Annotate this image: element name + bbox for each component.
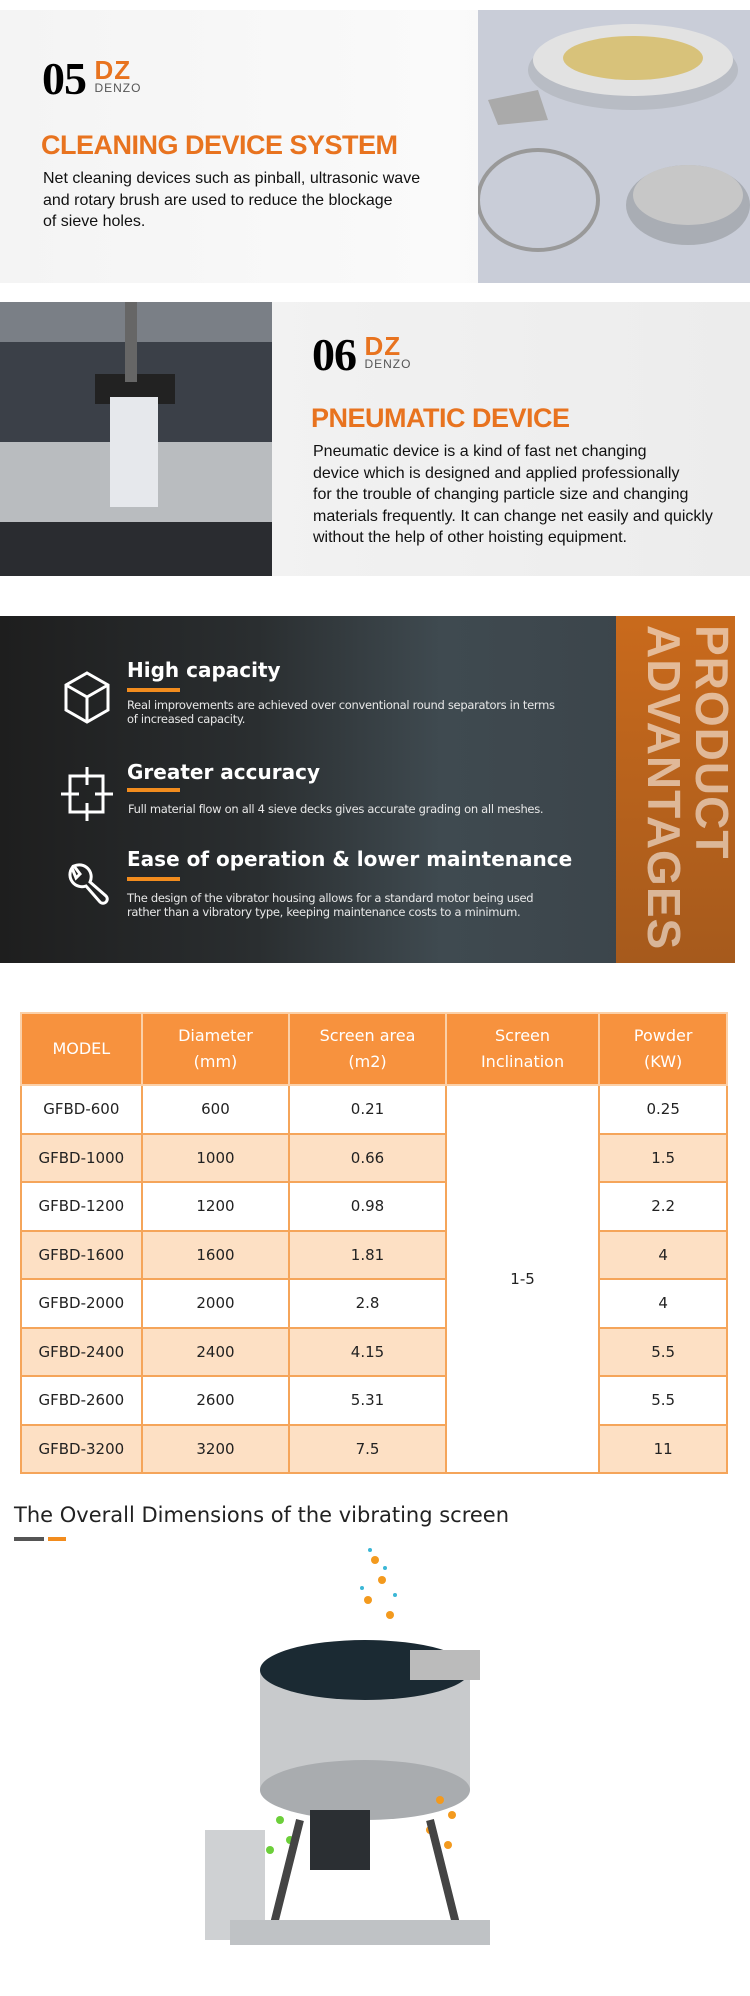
cell-model: GFBD-3200 [20, 1423, 143, 1474]
cell-diameter: 1200 [140, 1181, 291, 1232]
wrench-icon [68, 863, 109, 905]
cell-model: GFBD-2600 [20, 1375, 143, 1426]
table-row: GFBD-2400 2400 4.15 5.5 [20, 1326, 728, 1377]
header-diameter: Diameter (mm) [140, 1012, 291, 1086]
sieve-parts-image [478, 10, 750, 283]
cell-diameter: 1000 [140, 1132, 291, 1183]
table-row: GFBD-1600 1600 1.81 4 [20, 1229, 728, 1280]
cell-model: GFBD-600 [20, 1084, 143, 1135]
cell-screen-area: 4.15 [288, 1326, 447, 1377]
advantage-title: High capacity [127, 658, 281, 682]
table-row: GFBD-3200 3200 7.5 11 [20, 1423, 728, 1474]
cell-powder: 0.25 [598, 1084, 728, 1135]
advantage-title: Greater accuracy [127, 760, 320, 784]
cell-diameter: 2400 [140, 1326, 291, 1377]
cell-model: GFBD-2000 [20, 1278, 143, 1329]
section-description: Net cleaning devices such as pinball, ul… [43, 170, 421, 230]
cell-model: GFBD-1000 [20, 1132, 143, 1183]
table-row: GFBD-2600 2600 5.31 5.5 [20, 1375, 728, 1426]
pneumatic-cylinder-image [0, 302, 272, 576]
table-row: GFBD-1200 1200 0.98 2.2 [20, 1181, 728, 1232]
header-screen-area: Screen area (m2) [288, 1012, 447, 1086]
cube-icon [64, 671, 110, 724]
table-row: GFBD-1000 1000 0.66 1.5 [20, 1132, 728, 1183]
cell-model: GFBD-2400 [20, 1326, 143, 1377]
heading-bar-dark [14, 1537, 44, 1541]
cell-screen-area: 0.21 [288, 1084, 447, 1135]
table-header-row: MODEL Diameter (mm) Screen area (m2) Scree… [20, 1012, 728, 1086]
cell-diameter: 3200 [140, 1423, 291, 1474]
advantage-description: Full material flow on all 4 sieve decks … [128, 802, 544, 816]
dimensions-heading: The Overall Dimensions of the vibrating … [14, 1503, 510, 1527]
cell-screen-area: 2.8 [288, 1278, 447, 1329]
header-inclination: Screen Inclination [444, 1012, 601, 1086]
cell-diameter: 2600 [140, 1375, 291, 1426]
cell-model: GFBD-1200 [20, 1181, 143, 1232]
section-number-logo: 05 DZ DENZO [42, 52, 141, 105]
title-underline [127, 877, 180, 881]
denzo-logo: DZ DENZO [94, 55, 142, 95]
cell-screen-area: 0.98 [288, 1181, 447, 1232]
cell-model: GFBD-1600 [20, 1229, 143, 1280]
cell-powder: 2.2 [598, 1181, 728, 1232]
vibrating-screen-image [205, 1548, 490, 1945]
heading-bar-orange [48, 1537, 66, 1541]
cell-screen-area: 7.5 [288, 1423, 447, 1474]
advantage-description: The design of the vibrator housing allow… [127, 891, 534, 919]
cell-powder: 5.5 [598, 1326, 728, 1377]
header-powder: Powder (KW) [598, 1012, 728, 1086]
cell-diameter: 600 [140, 1084, 291, 1135]
section-number-logo: 06 DZ DENZO [312, 328, 411, 381]
section-title: CLEANING DEVICE SYSTEM [41, 130, 398, 160]
denzo-logo: DZ DENZO [364, 331, 412, 371]
advantage-title: Ease of operation & lower maintenance [127, 847, 573, 871]
advantages-vertical-title: PRODUCT ADVANTAGES [638, 625, 738, 951]
table-row: GFBD-600 600 0.21 1-5 0.25 [20, 1084, 728, 1474]
cell-powder: 5.5 [598, 1375, 728, 1426]
title-underline [127, 688, 180, 692]
cell-powder: 4 [598, 1278, 728, 1329]
cell-inclination: 1-5 [444, 1084, 601, 1474]
advantage-description: Real improvements are achieved over conv… [127, 698, 555, 726]
table-row: GFBD-2000 2000 2.8 4 [20, 1278, 728, 1329]
section-number: 06 [312, 329, 357, 380]
cell-screen-area: 1.81 [288, 1229, 447, 1280]
crosshair-square-icon [61, 767, 113, 821]
cell-powder: 4 [598, 1229, 728, 1280]
specifications-table: MODEL Diameter (mm) Screen area (m2) Scree… [20, 1012, 728, 1474]
cell-diameter: 2000 [140, 1278, 291, 1329]
cell-screen-area: 0.66 [288, 1132, 447, 1183]
section-number: 05 [42, 53, 87, 104]
cell-diameter: 1600 [140, 1229, 291, 1280]
section-title: PNEUMATIC DEVICE [311, 403, 570, 433]
advantages-band [616, 616, 735, 963]
product-advantages-banner [0, 616, 735, 963]
section-description: Pneumatic device is a kind of fast net c… [313, 443, 713, 546]
title-underline [127, 788, 180, 792]
cell-screen-area: 5.31 [288, 1375, 447, 1426]
cell-powder: 1.5 [598, 1132, 728, 1183]
header-model: MODEL [20, 1012, 143, 1086]
cell-powder: 11 [598, 1423, 728, 1474]
